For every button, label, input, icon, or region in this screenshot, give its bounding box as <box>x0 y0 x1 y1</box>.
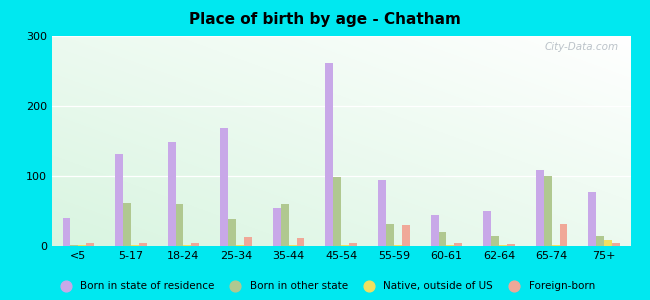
Bar <box>402 225 410 246</box>
Bar <box>86 243 94 246</box>
Bar <box>560 224 567 246</box>
Bar <box>349 243 357 246</box>
Bar <box>236 244 244 246</box>
Bar <box>289 244 296 246</box>
Bar <box>491 236 499 246</box>
Text: City-Data.com: City-Data.com <box>545 42 619 52</box>
Bar <box>507 244 515 246</box>
Bar <box>544 176 552 246</box>
Legend: Born in state of residence, Born in other state, Native, outside of US, Foreign-: Born in state of residence, Born in othe… <box>51 277 599 295</box>
Bar <box>588 192 596 246</box>
Bar <box>604 240 612 246</box>
Bar <box>176 204 183 246</box>
Bar <box>596 236 605 246</box>
Text: Place of birth by age - Chatham: Place of birth by age - Chatham <box>189 12 461 27</box>
Bar <box>612 243 620 246</box>
Bar <box>394 244 402 246</box>
Bar <box>244 237 252 246</box>
Bar <box>552 244 560 246</box>
Bar <box>386 224 394 246</box>
Bar <box>78 244 86 246</box>
Bar <box>447 244 454 246</box>
Bar <box>333 177 341 246</box>
Bar <box>536 170 543 246</box>
Bar <box>296 238 304 246</box>
Bar <box>228 219 236 246</box>
Bar <box>341 244 349 246</box>
Bar <box>326 63 333 246</box>
Bar <box>499 244 507 246</box>
Bar <box>281 204 289 246</box>
Bar <box>378 179 386 246</box>
Bar <box>220 128 228 246</box>
Bar <box>191 243 200 246</box>
Bar <box>273 208 281 246</box>
Bar <box>115 154 123 246</box>
Bar <box>123 202 131 246</box>
Bar <box>431 214 439 246</box>
Bar <box>439 232 447 246</box>
Bar <box>70 244 78 246</box>
Bar <box>139 243 147 246</box>
Bar <box>483 211 491 246</box>
Bar <box>62 218 70 246</box>
Bar <box>168 142 176 246</box>
Bar <box>131 244 138 246</box>
Bar <box>183 244 191 246</box>
Bar <box>454 243 462 246</box>
